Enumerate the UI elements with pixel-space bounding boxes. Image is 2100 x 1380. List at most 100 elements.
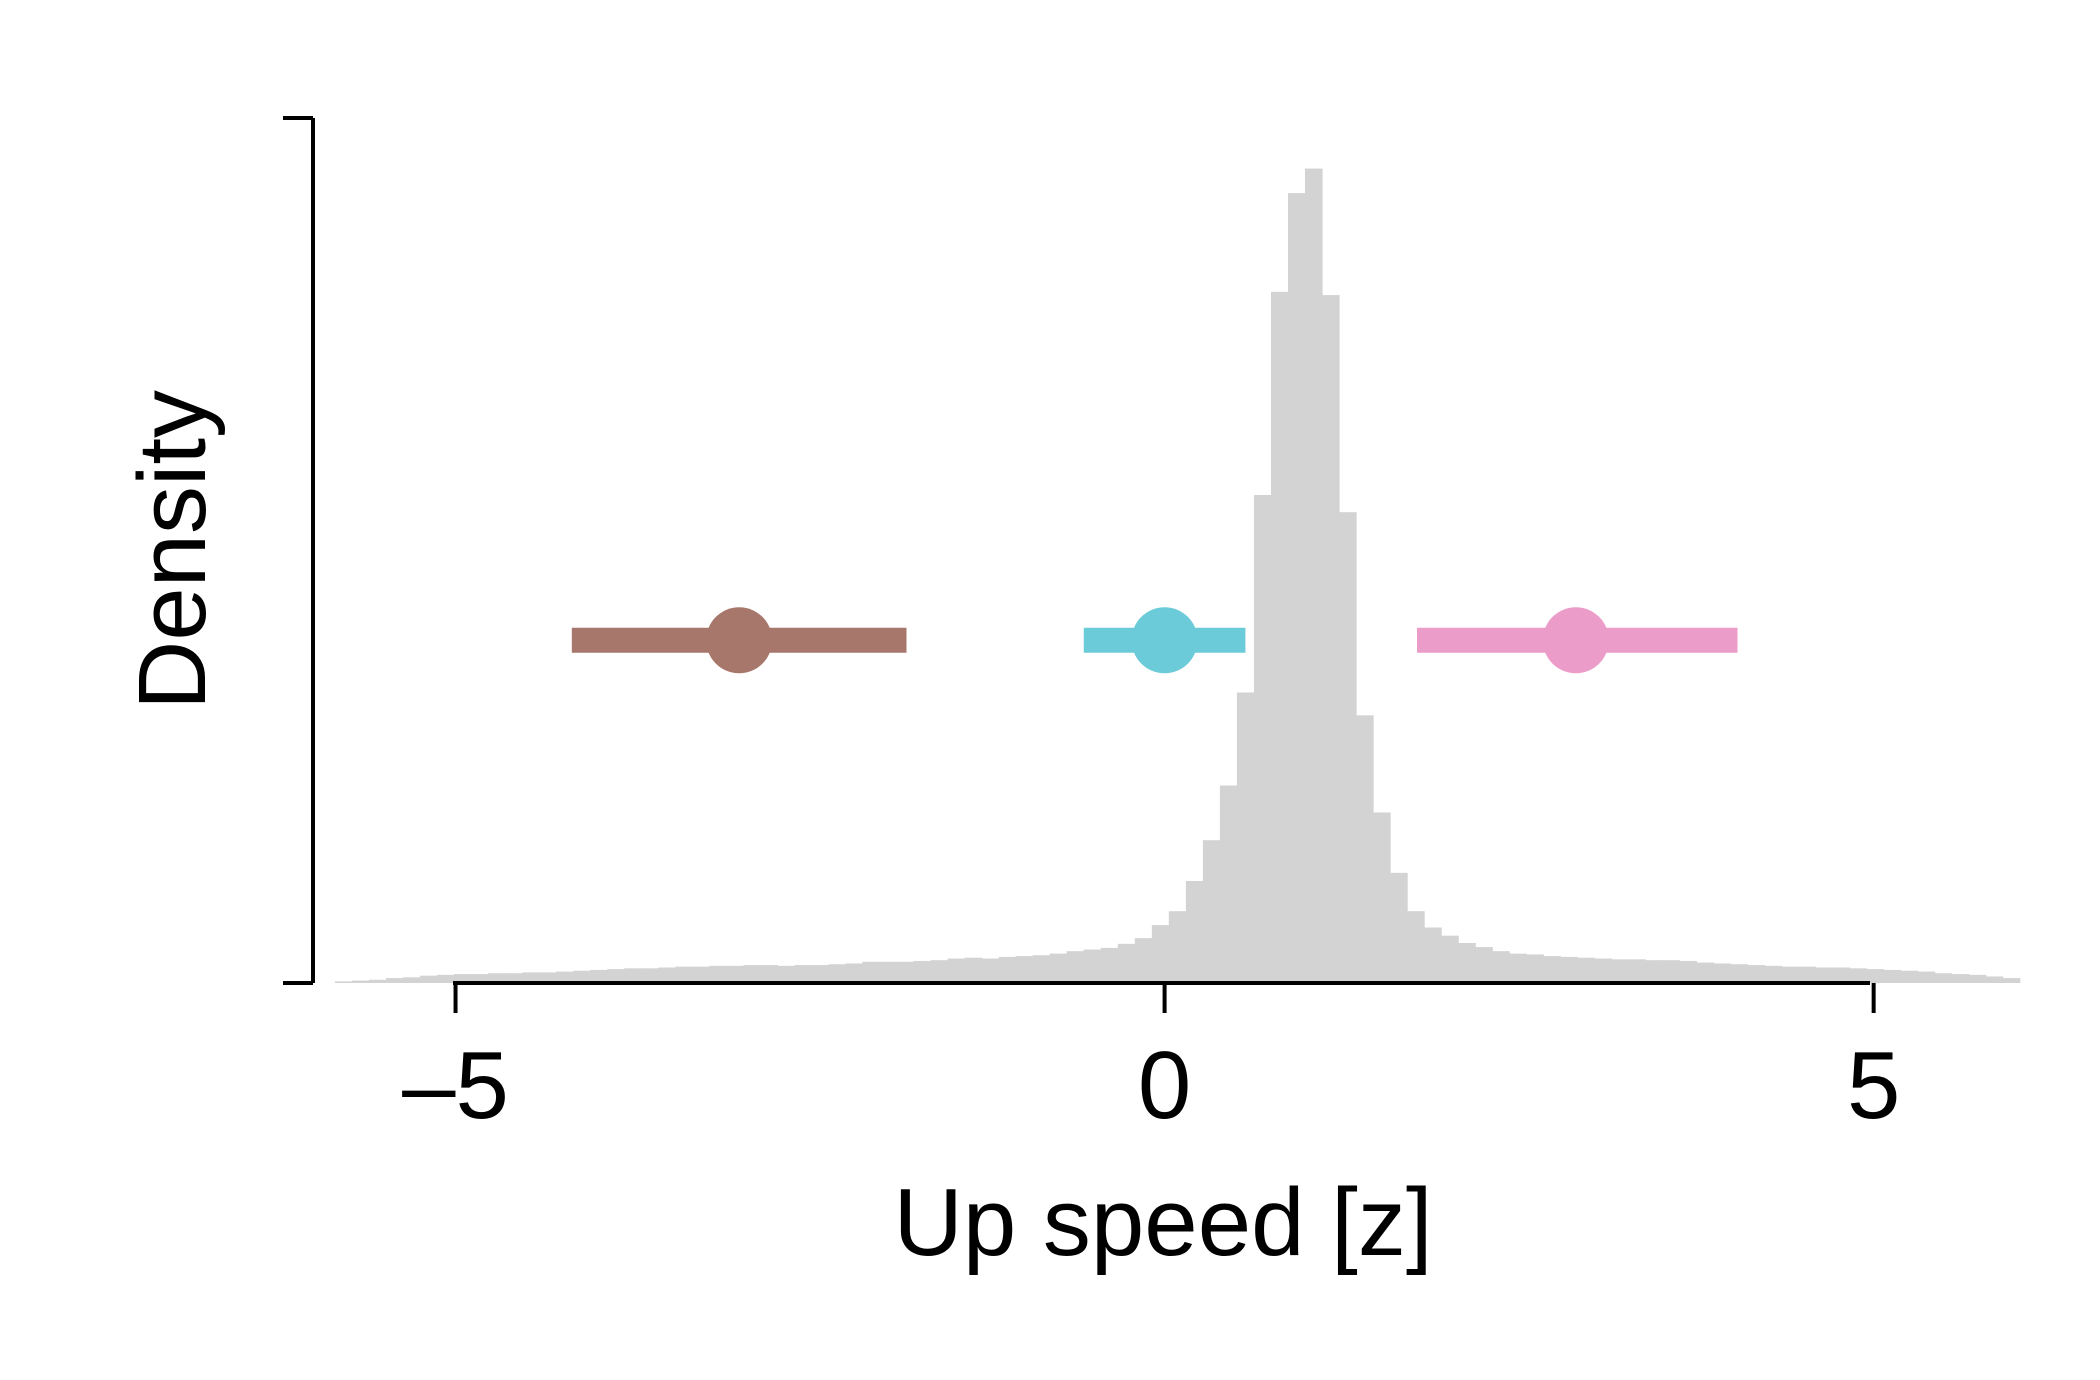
histogram-bar xyxy=(675,966,693,983)
histogram-bar xyxy=(505,973,523,983)
histogram-bar xyxy=(1304,168,1323,984)
histogram-bar xyxy=(403,977,421,983)
histogram-bar xyxy=(1083,949,1102,983)
histogram-bar xyxy=(1543,956,1561,983)
interval-markers xyxy=(571,607,1738,674)
histogram-bar xyxy=(471,974,489,983)
histogram-bar xyxy=(794,965,813,983)
histogram-bar xyxy=(1253,495,1272,983)
histogram-bar xyxy=(777,965,796,983)
histogram-bar xyxy=(760,965,779,983)
histogram-bar xyxy=(1117,943,1136,983)
histogram-bar xyxy=(828,964,847,983)
histogram-bar xyxy=(624,968,642,983)
histogram-bar xyxy=(1219,785,1238,983)
histogram-bar xyxy=(1560,956,1578,983)
histogram-bar xyxy=(590,969,608,983)
histogram-bar xyxy=(1594,958,1612,983)
y-axis-label: Density xyxy=(119,390,226,710)
histogram-bar xyxy=(1236,692,1255,983)
histogram-bar xyxy=(1492,951,1510,983)
histogram-bar xyxy=(726,965,745,983)
histogram-bar xyxy=(369,979,387,983)
histogram-bar xyxy=(811,965,830,983)
histogram-bar xyxy=(1747,965,1766,983)
histogram-bar xyxy=(896,961,915,983)
histogram-bar xyxy=(1611,959,1629,983)
histogram-bar xyxy=(1407,911,1425,983)
histogram-bar xyxy=(1951,974,1970,983)
histogram-bar xyxy=(1917,971,1936,983)
interval-center-point xyxy=(1131,607,1198,674)
histogram-bar xyxy=(607,969,625,983)
histogram-bar xyxy=(420,975,438,983)
histogram-bar xyxy=(1441,935,1459,983)
histogram-bar xyxy=(1015,956,1034,983)
histogram-bar xyxy=(1424,927,1442,983)
histogram-bar xyxy=(1270,291,1289,983)
histogram-bar xyxy=(1151,925,1170,983)
x-axis: –5 0 5 xyxy=(402,981,1900,1139)
histogram-bar xyxy=(1100,947,1119,983)
histogram-bar xyxy=(1202,840,1221,983)
histogram-bar xyxy=(1322,295,1340,984)
histogram-bar xyxy=(522,972,540,983)
interval-center-point xyxy=(706,607,773,674)
histogram-bar xyxy=(539,972,557,983)
x-axis-ticks: –5 0 5 xyxy=(402,983,1900,1139)
histogram-bar xyxy=(658,967,676,983)
histogram-bar xyxy=(743,965,762,983)
histogram-bar xyxy=(1781,966,1800,983)
histogram-bar xyxy=(1713,963,1732,983)
histogram-bar xyxy=(1764,965,1783,983)
histogram-bar xyxy=(1985,976,2004,983)
histogram-bar xyxy=(1934,973,1953,983)
histogram-bar xyxy=(879,961,898,983)
histogram-bar xyxy=(1168,911,1187,983)
x-tick-label: –5 xyxy=(402,1032,509,1139)
histogram-bar xyxy=(1577,957,1595,983)
histogram-bar xyxy=(1066,951,1085,983)
histogram-bar xyxy=(947,958,966,983)
histogram-bar xyxy=(335,981,353,983)
histogram-bar xyxy=(386,978,404,983)
x-tick-label: 5 xyxy=(1847,1032,1900,1139)
histogram-bar xyxy=(1134,938,1153,983)
histogram-bar xyxy=(1339,512,1357,983)
histogram-bar xyxy=(930,960,949,983)
histogram-bar xyxy=(845,963,864,983)
histogram-bar xyxy=(1509,953,1527,983)
histogram-bar xyxy=(862,961,881,983)
histogram-bar xyxy=(998,956,1017,983)
histogram-bar xyxy=(913,960,932,983)
x-axis-label: Up speed [z] xyxy=(894,1169,1433,1276)
histogram-bar xyxy=(1390,872,1408,983)
histogram-bar xyxy=(1832,967,1851,983)
histogram-bar xyxy=(1679,960,1697,983)
histogram-bar xyxy=(1645,960,1663,983)
histogram-bar xyxy=(1662,960,1680,983)
histogram-bar xyxy=(692,966,710,983)
histogram-bar xyxy=(641,968,659,983)
histogram-bar xyxy=(556,971,574,983)
histogram-bar xyxy=(1900,970,1919,983)
histogram-bar xyxy=(573,970,591,983)
interval-center-point xyxy=(1542,607,1609,674)
histogram-bar xyxy=(1458,943,1476,983)
histogram-bar xyxy=(964,957,983,983)
histogram-bar xyxy=(352,980,370,983)
histogram-bar xyxy=(1032,955,1051,983)
histogram-bar xyxy=(488,973,506,983)
histogram-bar xyxy=(454,974,472,983)
histogram-bar xyxy=(1696,962,1714,983)
histogram-bar xyxy=(709,965,727,983)
histogram-bar xyxy=(1526,954,1544,983)
y-axis xyxy=(283,116,315,985)
histogram-bar xyxy=(1815,967,1834,983)
histogram-bar xyxy=(2002,978,2021,983)
histogram-bar xyxy=(1798,966,1817,983)
histogram-bar xyxy=(1628,959,1646,983)
histogram-bar xyxy=(1866,969,1885,983)
histogram-bar xyxy=(1373,812,1391,983)
